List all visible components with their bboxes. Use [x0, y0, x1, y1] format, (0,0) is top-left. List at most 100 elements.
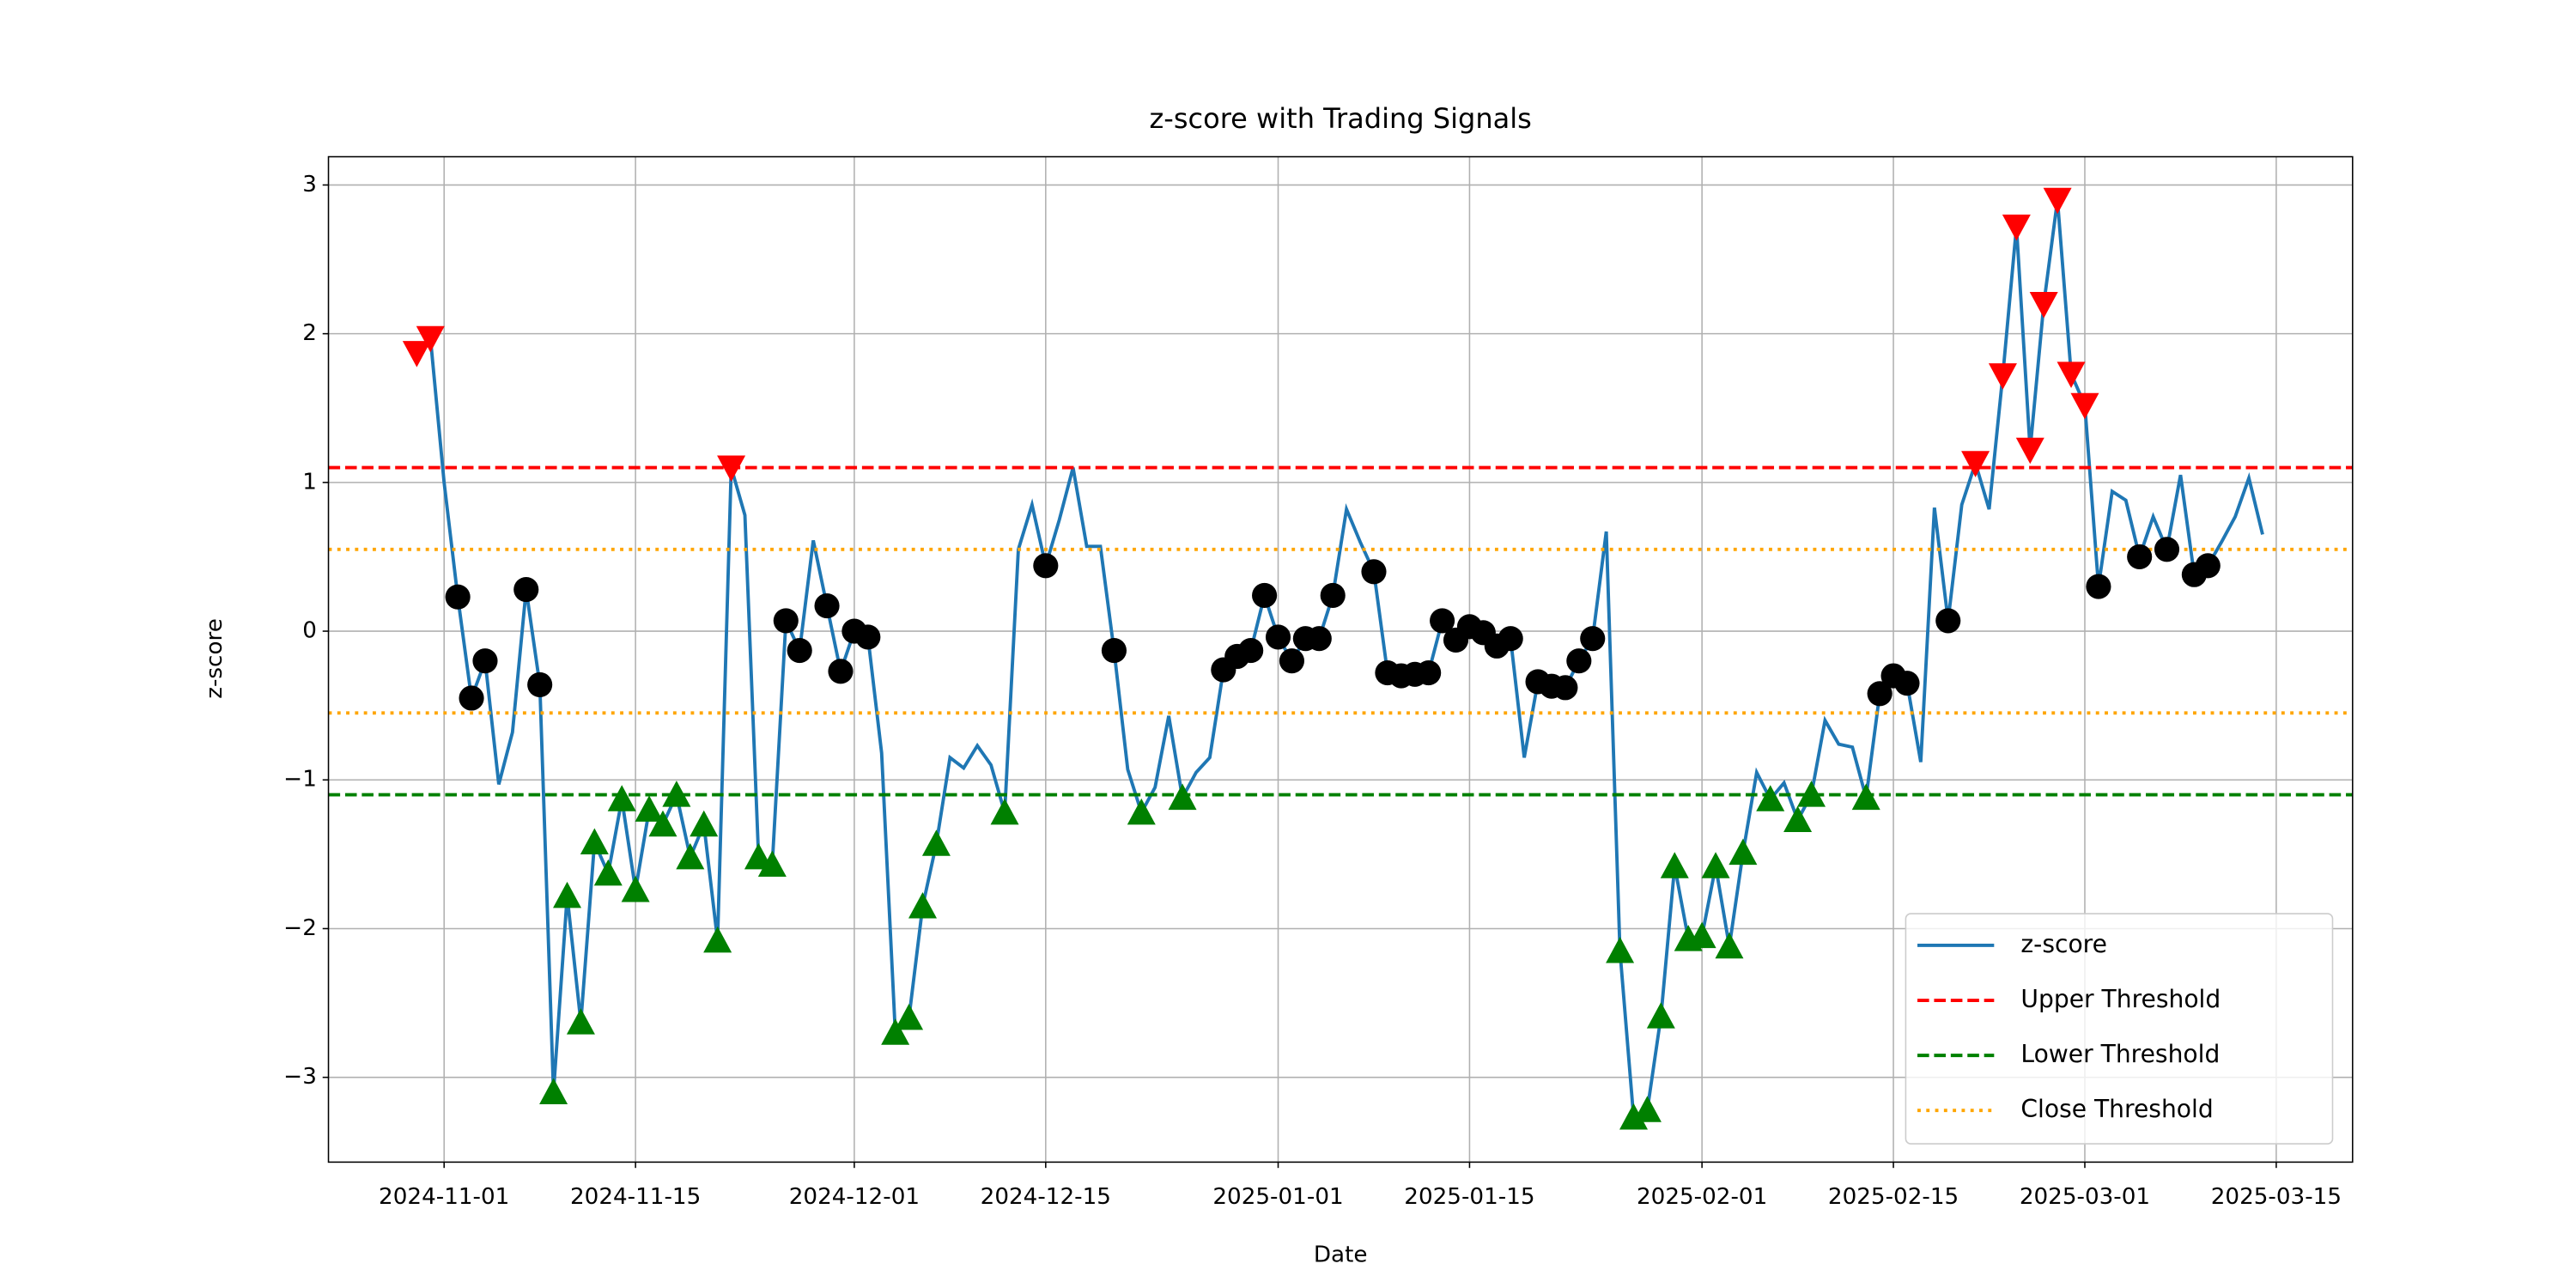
buy-signal — [1660, 852, 1689, 878]
exit-signal — [1320, 582, 1346, 609]
legend: z-score Upper Threshold Lower Threshold Clo… — [1905, 913, 2334, 1145]
buy-signal — [908, 891, 938, 919]
buy-signal — [881, 1018, 910, 1045]
exit-signal — [1306, 626, 1332, 652]
exit-signal — [1101, 638, 1127, 664]
buy-signal — [635, 795, 664, 822]
buy-signal — [607, 785, 636, 811]
exit-signal — [445, 584, 471, 610]
buy-signal — [921, 829, 951, 856]
buy-signal — [1797, 781, 1826, 807]
exit-signal — [1867, 681, 1893, 707]
exit-signal — [1498, 626, 1523, 652]
exit-signal — [1252, 582, 1278, 609]
y-tick-label: 2 — [302, 320, 317, 346]
buy-signal — [1715, 932, 1744, 959]
buy-signal — [895, 1003, 924, 1030]
legend-label: Lower Threshold — [2020, 1040, 2220, 1068]
plot-area — [328, 187, 2353, 1130]
y-tick-label: 3 — [302, 172, 317, 197]
sell-signal — [2029, 291, 2058, 319]
buy-signal — [1728, 838, 1758, 866]
buy-signal — [1646, 1002, 1675, 1029]
exit-signal — [527, 671, 553, 697]
sell-signal — [2057, 361, 2086, 388]
x-tick-label: 2024-11-01 — [379, 1184, 509, 1210]
buy-signal — [676, 842, 705, 870]
sell-signal — [2015, 437, 2044, 465]
x-tick-label: 2025-03-15 — [2211, 1184, 2342, 1210]
buy-signal — [566, 1008, 595, 1035]
chart-title: z-score with Trading Signals — [1150, 102, 1532, 135]
buy-signal — [648, 810, 677, 837]
x-tick-label: 2025-02-15 — [1828, 1184, 1959, 1210]
exit-signal — [1935, 608, 1961, 634]
exit-signal — [1416, 659, 1442, 686]
exit-signal — [1552, 675, 1578, 701]
buy-signal — [757, 850, 787, 878]
axes-frame — [327, 155, 2354, 1163]
x-tick-label: 2025-02-01 — [1637, 1184, 1767, 1210]
exit-signal — [459, 685, 484, 711]
buy-signal — [1687, 921, 1716, 949]
sell-signal — [1988, 363, 2017, 390]
exit-signal — [1894, 671, 1920, 696]
exit-signal — [773, 608, 799, 634]
exit-signal — [1033, 553, 1059, 579]
y-axis-label: z-score — [202, 618, 228, 699]
exit-signal — [1238, 638, 1264, 664]
exit-signal — [1430, 608, 1455, 634]
buy-signal — [690, 810, 719, 837]
exit-signal — [513, 576, 539, 603]
sell-signal — [2043, 187, 2072, 215]
buy-signal — [1632, 1096, 1662, 1122]
buy-signal — [1851, 783, 1880, 811]
buy-signal — [593, 859, 623, 886]
x-tick-label: 2024-12-15 — [981, 1184, 1111, 1210]
buy-signal — [1127, 798, 1156, 825]
legend-label: z-score — [2020, 930, 2107, 958]
buy-signal — [621, 875, 650, 902]
exit-signal — [1279, 648, 1305, 674]
line-series — [415, 199, 2264, 1121]
x-tick-label: 2025-03-01 — [2020, 1184, 2150, 1210]
exit-signal — [2195, 553, 2221, 579]
exit-signal — [855, 624, 881, 650]
buy-signal — [990, 798, 1019, 825]
x-tick-label: 2024-11-15 — [570, 1184, 701, 1210]
exit-signal — [2086, 574, 2111, 599]
buy-signal — [1606, 936, 1635, 963]
y-tick-label: 0 — [302, 618, 317, 644]
y-tick-label: −2 — [283, 915, 317, 941]
buy-signal — [662, 781, 691, 807]
legend-box — [1905, 913, 2334, 1145]
exit-signal — [472, 648, 498, 674]
sell-signal — [402, 341, 431, 368]
y-tick-label: −3 — [283, 1064, 317, 1090]
buy-signal — [539, 1078, 568, 1105]
sell-signal — [2070, 392, 2099, 420]
exit-signal — [1265, 624, 1291, 650]
buy-signal — [703, 926, 732, 953]
exit-signal — [2127, 544, 2153, 570]
buy-signal — [1756, 785, 1785, 811]
x-tick-label: 2025-01-01 — [1212, 1184, 1343, 1210]
sell-signal — [2002, 214, 2031, 241]
legend-label: Close Threshold — [2020, 1095, 2213, 1123]
legend-label: Upper Threshold — [2020, 985, 2221, 1013]
exit-signal — [814, 593, 840, 619]
buy-signal — [1783, 805, 1813, 833]
sell-signal — [416, 325, 445, 353]
x-axis-label: Date — [1314, 1242, 1368, 1268]
exit-signal — [828, 659, 854, 684]
y-tick-label: −1 — [283, 767, 317, 793]
x-tick-label: 2024-12-01 — [789, 1184, 920, 1210]
buy-signal — [1619, 1103, 1649, 1130]
exit-signal — [1580, 626, 1606, 652]
buy-signal — [1701, 852, 1730, 878]
exit-signal — [1361, 559, 1387, 585]
buy-signal — [1168, 783, 1197, 811]
exit-signal — [2154, 537, 2180, 562]
exit-signal — [787, 638, 812, 664]
